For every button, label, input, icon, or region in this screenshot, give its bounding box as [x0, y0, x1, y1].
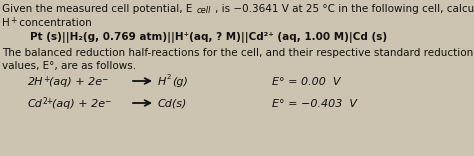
Text: H: H: [2, 18, 10, 28]
Text: H: H: [158, 77, 166, 87]
Text: (aq) + 2e: (aq) + 2e: [52, 99, 105, 109]
Text: −: −: [104, 98, 110, 107]
Text: +: +: [43, 76, 49, 85]
Text: (aq) + 2e: (aq) + 2e: [49, 77, 102, 87]
Text: Cd(s): Cd(s): [158, 99, 187, 109]
Text: , is −0.3641 V at 25 °C in the following cell, calculate the: , is −0.3641 V at 25 °C in the following…: [215, 4, 474, 14]
Text: cell: cell: [197, 6, 211, 15]
Text: Cd: Cd: [28, 99, 43, 109]
Text: E° = −0.403  V: E° = −0.403 V: [272, 99, 357, 109]
Text: Given the measured cell potential, E: Given the measured cell potential, E: [2, 4, 192, 14]
Text: 2H: 2H: [28, 77, 44, 87]
Text: The balanced reduction half-reactions for the cell, and their respective standar: The balanced reduction half-reactions fo…: [2, 48, 474, 58]
Text: +: +: [10, 16, 17, 25]
Text: Pt (s)||H₂(g, 0.769 atm)||H⁺(aq, ? M)||Cd²⁺ (aq, 1.00 M)|Cd (s): Pt (s)||H₂(g, 0.769 atm)||H⁺(aq, ? M)||C…: [30, 32, 387, 43]
Text: 2+: 2+: [43, 98, 54, 107]
Text: 2: 2: [167, 74, 172, 80]
Text: (g): (g): [172, 77, 188, 87]
Text: concentration: concentration: [16, 18, 92, 28]
Text: values, E°, are as follows.: values, E°, are as follows.: [2, 61, 136, 71]
Text: E° = 0.00  V: E° = 0.00 V: [272, 77, 340, 87]
Text: −: −: [101, 76, 108, 85]
